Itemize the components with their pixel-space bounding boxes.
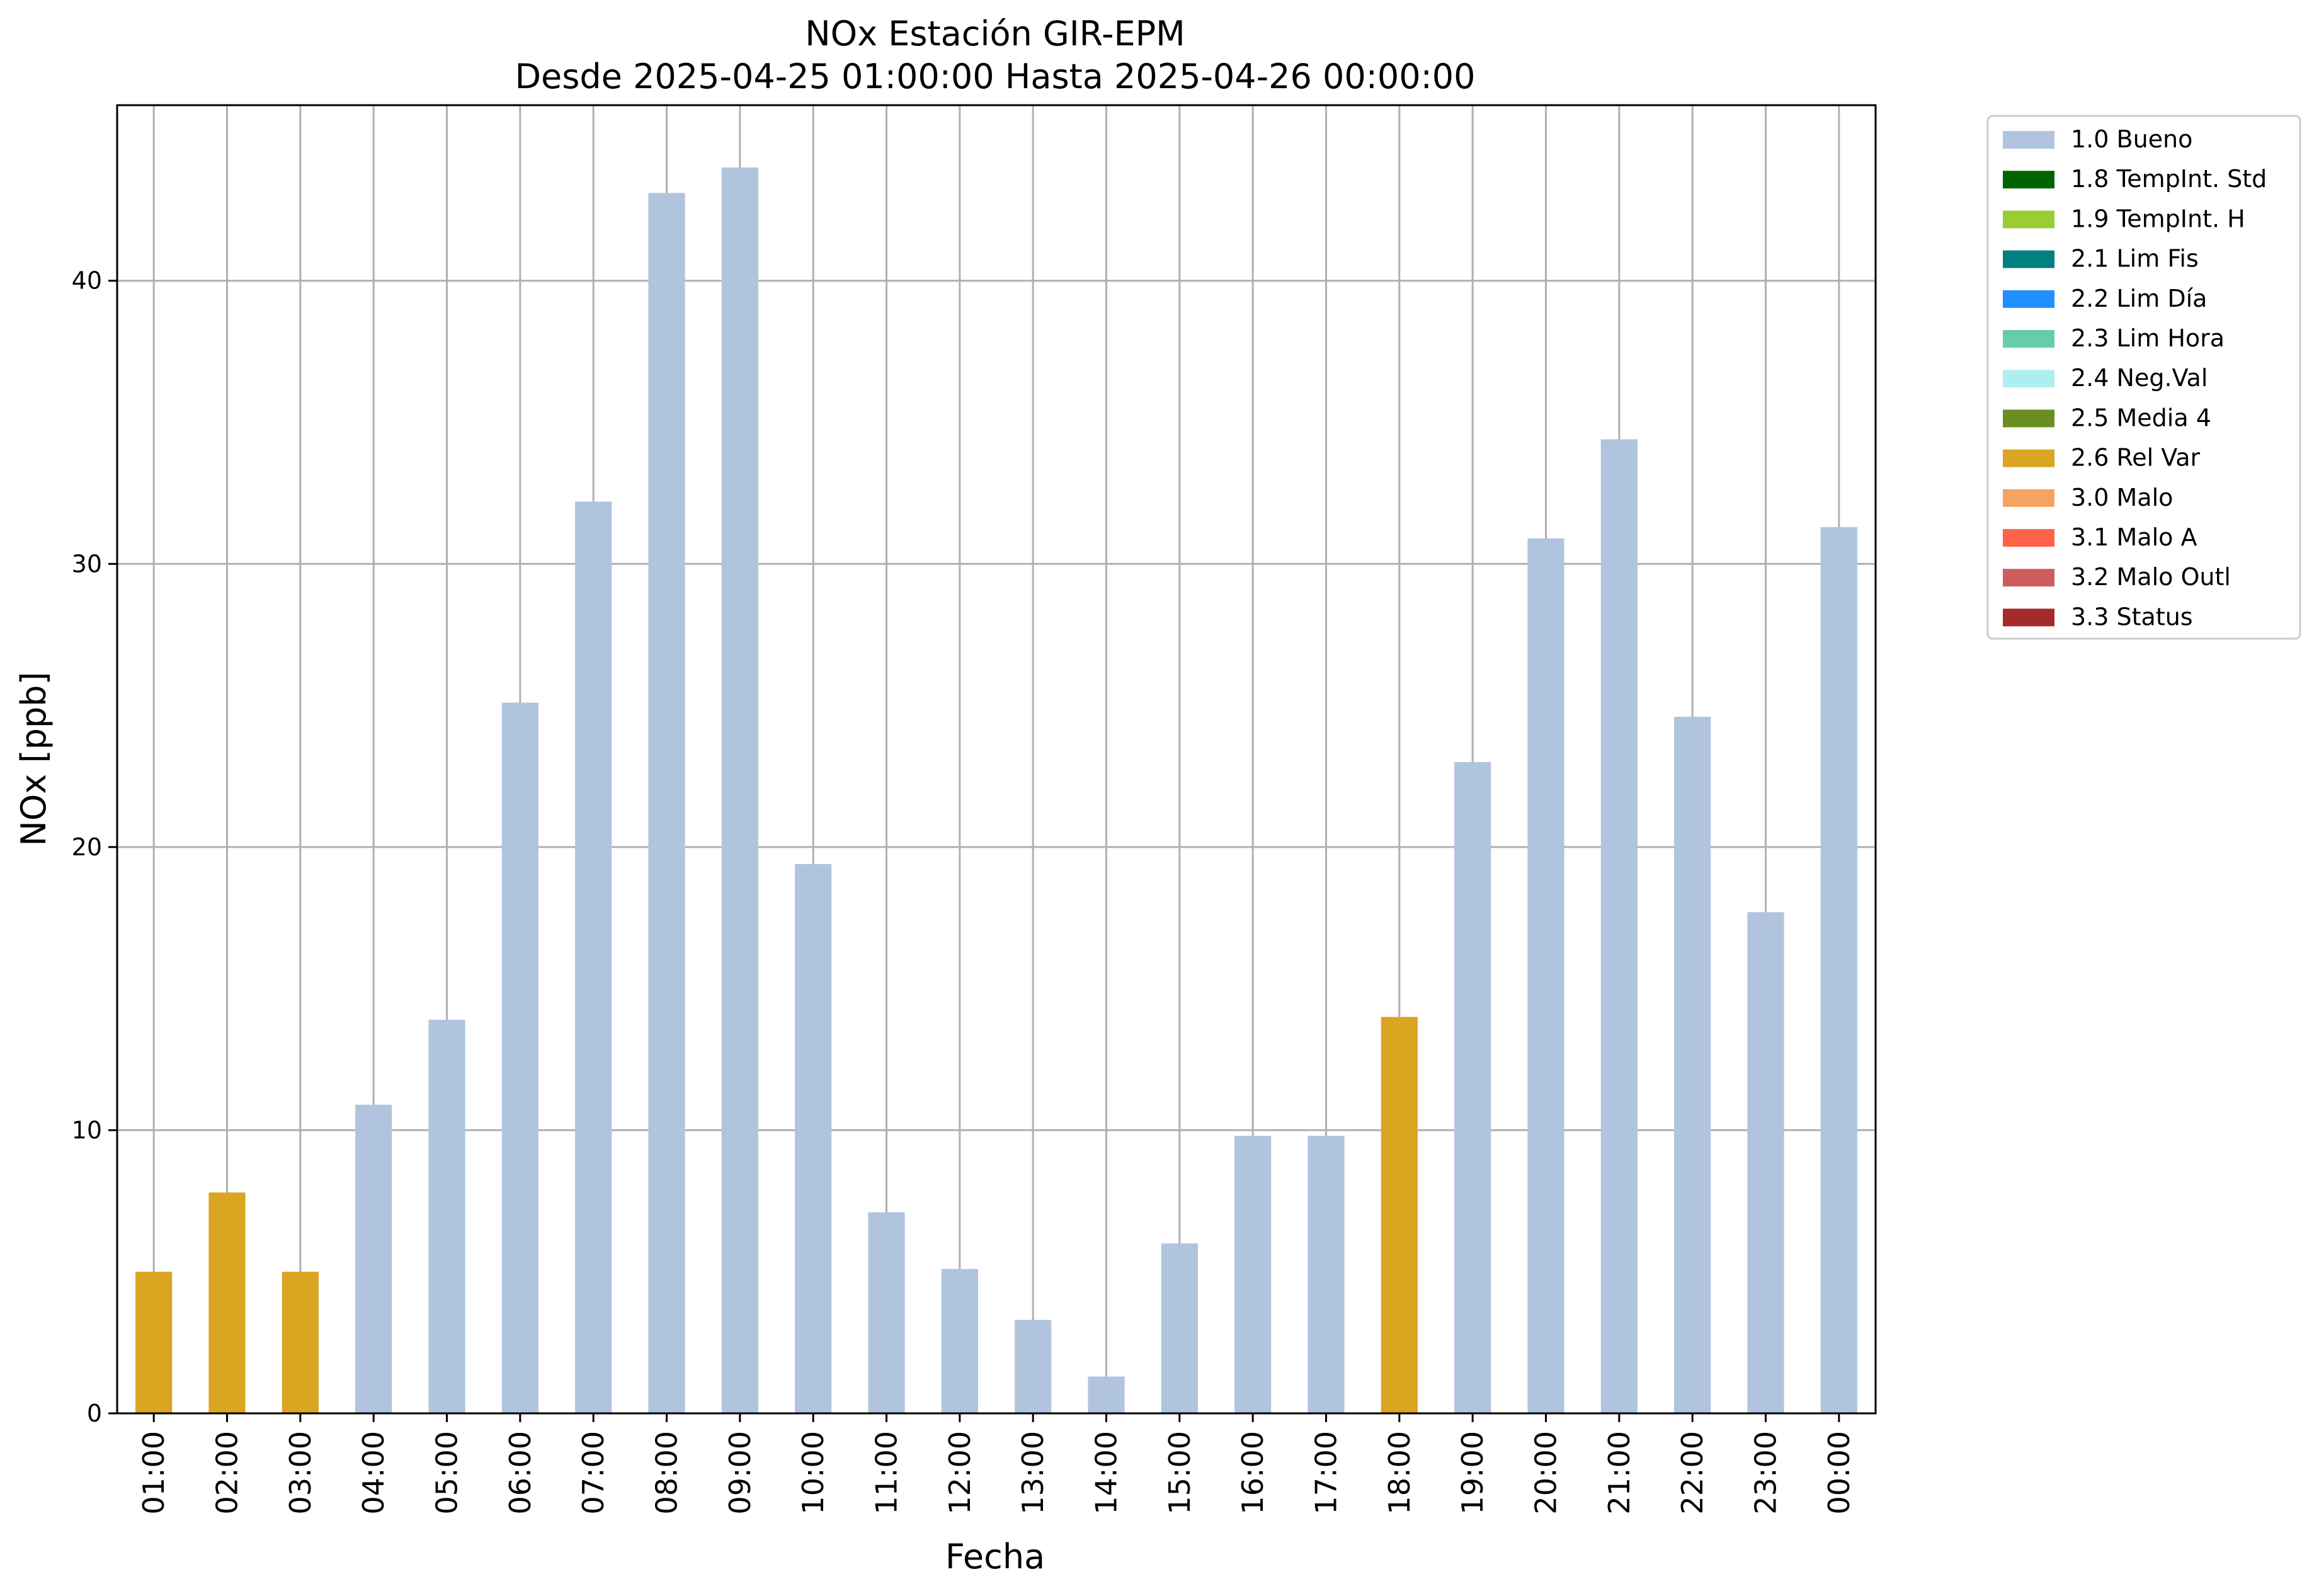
bar	[795, 864, 832, 1413]
bar	[1747, 912, 1784, 1413]
legend-label: 1.9 TempInt. H	[2071, 205, 2245, 232]
legend-items: 1.0 Bueno 1.8 TempInt. Std 1.9 TempInt. H 2…	[2003, 125, 2267, 630]
legend-label: 2.1 Lim Fis	[2071, 245, 2199, 273]
x-tick-label: 18:00	[1382, 1431, 1416, 1515]
x-tick-label: 12:00	[943, 1431, 977, 1515]
y-tick-label: 10	[72, 1116, 102, 1144]
x-tick-label: 01:00	[137, 1431, 171, 1515]
legend-label: 2.6 Rel Var	[2071, 444, 2201, 472]
bar	[428, 1020, 465, 1413]
legend-swatch	[2003, 409, 2054, 428]
legend-box	[1986, 115, 2301, 640]
legend-swatch	[2003, 210, 2054, 229]
bar	[135, 1272, 173, 1413]
x-tick-label: 10:00	[796, 1431, 830, 1515]
bar	[648, 193, 685, 1413]
x-tick-label: 21:00	[1602, 1431, 1636, 1515]
x-tick-label: 19:00	[1456, 1431, 1490, 1515]
bar	[1381, 1017, 1418, 1413]
bar	[1820, 527, 1857, 1413]
legend-swatch	[2003, 449, 2054, 467]
legend-label: 2.2 Lim Día	[2071, 285, 2207, 312]
y-tick-label: 0	[87, 1399, 102, 1427]
x-tick-label: 17:00	[1309, 1431, 1343, 1515]
x-tick-label: 14:00	[1090, 1431, 1124, 1515]
x-tick-label: 06:00	[503, 1431, 537, 1515]
y-axis-label: NOx [ppb]	[14, 672, 54, 846]
legend-swatch	[2003, 131, 2054, 149]
bar	[1161, 1243, 1198, 1413]
y-axis-ticks: 0 10 20 30 40	[72, 267, 117, 1427]
bar	[282, 1272, 319, 1413]
bars	[135, 167, 1857, 1413]
bar	[501, 702, 538, 1413]
y-tick-label: 30	[72, 550, 102, 578]
x-axis-ticks: 01:00 02:00 03:00 04:00 05:00 06:00 07:00 08:00…	[137, 1413, 1856, 1515]
x-tick-label: 11:00	[870, 1431, 904, 1515]
bar	[575, 501, 612, 1413]
chart-title: NOx Estación GIR-EPM	[805, 14, 1185, 54]
bar	[1015, 1320, 1052, 1413]
legend-label: 1.0 Bueno	[2071, 125, 2192, 153]
bar	[1527, 538, 1564, 1413]
legend-label: 3.0 Malo	[2071, 484, 2173, 511]
x-tick-label: 09:00	[723, 1431, 757, 1515]
legend-label: 2.5 Media 4	[2071, 404, 2211, 431]
plot-frame	[116, 104, 1877, 1415]
bar	[1308, 1136, 1345, 1413]
bar	[941, 1268, 978, 1413]
bar	[1674, 717, 1711, 1413]
legend-label: 2.4 Neg.Val	[2071, 364, 2208, 392]
bar	[1600, 439, 1638, 1413]
legend-label: 3.1 Malo A	[2071, 523, 2197, 551]
legend-label: 1.8 TempInt. Std	[2071, 165, 2267, 193]
y-tick-label: 40	[72, 267, 102, 295]
x-tick-label: 08:00	[650, 1431, 684, 1515]
x-tick-label: 22:00	[1675, 1431, 1709, 1515]
legend-swatch	[2003, 250, 2054, 268]
x-tick-label: 05:00	[430, 1431, 464, 1515]
x-tick-label: 03:00	[283, 1431, 317, 1515]
bar	[1234, 1136, 1272, 1413]
legend-swatch	[2003, 489, 2054, 507]
legend: 1.0 Bueno 1.8 TempInt. Std 1.9 TempInt. H 2…	[1986, 115, 2301, 640]
x-tick-label: 15:00	[1163, 1431, 1197, 1515]
bar	[1454, 761, 1491, 1413]
legend-swatch	[2003, 569, 2054, 587]
x-tick-label: 00:00	[1822, 1431, 1856, 1515]
legend-label: 3.3 Status	[2071, 603, 2193, 630]
legend-swatch	[2003, 330, 2054, 348]
bar	[721, 167, 758, 1413]
x-tick-label: 02:00	[210, 1431, 244, 1515]
y-tick-label: 20	[72, 833, 102, 861]
legend-swatch	[2003, 171, 2054, 189]
x-tick-label: 13:00	[1016, 1431, 1050, 1515]
chart-subtitle: Desde 2025-04-25 01:00:00 Hasta 2025-04-…	[515, 57, 1475, 96]
x-tick-label: 07:00	[576, 1431, 610, 1515]
legend-label: 3.2 Malo Outl	[2071, 563, 2231, 591]
x-tick-label: 16:00	[1236, 1431, 1270, 1515]
x-tick-label: 23:00	[1749, 1431, 1783, 1515]
x-tick-label: 20:00	[1529, 1431, 1563, 1515]
legend-swatch	[2003, 370, 2054, 388]
legend-swatch	[2003, 608, 2054, 627]
bar	[1088, 1376, 1125, 1413]
bar	[868, 1212, 905, 1413]
x-axis-label: Fecha	[945, 1537, 1045, 1576]
x-tick-label: 04:00	[356, 1431, 390, 1515]
legend-label: 2.3 Lim Hora	[2071, 324, 2225, 352]
legend-swatch	[2003, 529, 2054, 547]
bar	[208, 1192, 246, 1413]
legend-swatch	[2003, 290, 2054, 308]
bar	[355, 1104, 392, 1413]
